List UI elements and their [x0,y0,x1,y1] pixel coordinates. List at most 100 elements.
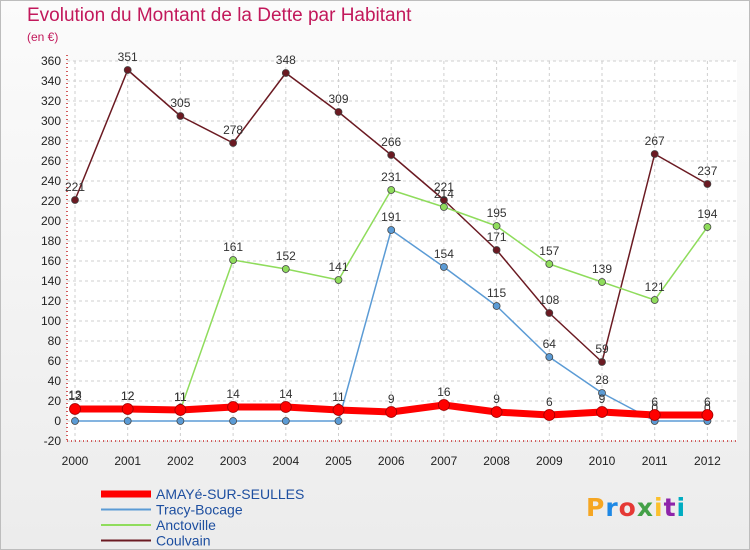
chart-subtitle: (en €) [27,30,59,44]
data-point [334,108,343,116]
data-point [492,222,501,230]
data-label: 11 [174,390,187,404]
data-label: 221 [434,180,454,194]
data-label: 115 [487,286,506,300]
data-label: 214 [434,187,454,201]
x-tick-label: 2009 [536,454,563,468]
legend-label: Coulvain [156,533,210,549]
data-point [545,260,554,268]
x-tick-label: 2012 [694,454,721,468]
data-label: 9 [493,392,500,406]
y-tick-label: 300 [41,114,61,128]
x-tick-label: 2002 [167,454,194,468]
data-label: 231 [381,170,401,184]
data-point [648,409,661,421]
proxiti-logo: Proxiti [586,493,687,522]
data-point [332,404,345,416]
data-point [598,358,606,366]
data-label: 221 [65,180,85,194]
y-tick-label: -20 [44,434,62,448]
x-tick-label: 2007 [431,454,458,468]
data-label: 121 [645,280,665,294]
data-point [123,66,132,74]
data-label: 12 [121,389,135,403]
data-point [334,417,343,425]
data-label: 6 [546,395,553,409]
data-label: 266 [381,135,401,149]
legend-label: AMAYé-SUR-SEULLES [156,486,304,502]
data-label: 9 [599,392,606,406]
data-label: 6 [651,395,658,409]
y-tick-label: 260 [41,154,61,168]
data-point [281,265,290,273]
x-tick-label: 2011 [642,454,668,468]
data-label: 6 [704,395,711,409]
data-point [279,401,292,413]
data-point [437,399,450,411]
data-point [439,263,448,271]
data-point [229,417,238,425]
data-point [596,406,608,418]
data-label: 139 [592,262,612,276]
data-label: 12 [68,389,82,403]
data-label: 351 [118,50,138,64]
data-point [281,417,290,425]
data-point [492,302,501,310]
y-tick-label: 20 [48,394,62,408]
data-point [174,404,187,416]
data-label: 59 [595,342,609,356]
data-label: 9 [388,392,395,406]
x-tick-label: 2004 [272,454,299,468]
data-point [229,256,238,264]
data-label: 28 [595,373,609,387]
data-label: 0 [704,401,711,415]
data-label: 161 [223,240,243,254]
chart-title: Evolution du Montant de la Dette par Hab… [27,5,412,26]
data-point [334,276,343,284]
data-label: 191 [381,210,401,224]
y-tick-label: 60 [48,354,62,368]
y-tick-label: 180 [41,234,61,248]
data-point [227,401,240,413]
data-label: 12 [121,389,135,403]
y-tick-label: 340 [41,74,61,88]
y-tick-label: 200 [41,214,61,228]
data-label: 267 [645,134,665,148]
data-point [385,406,398,418]
data-label: 0 [651,401,658,415]
data-point [387,226,396,234]
x-tick-label: 2010 [589,454,616,468]
data-point [71,417,79,425]
data-label: 141 [328,260,348,274]
data-label: 171 [487,230,507,244]
y-tick-label: 280 [41,134,61,148]
data-label: 11 [174,390,187,404]
data-label: 14 [279,387,293,401]
data-point [703,223,712,231]
y-tick-label: 160 [41,254,61,268]
data-point [492,246,501,254]
data-point [387,186,396,194]
data-point [598,389,606,397]
x-tick-label: 2000 [62,454,89,468]
data-point [123,417,132,425]
data-point [543,409,556,421]
x-tick-label: 2008 [483,454,510,468]
data-label: 152 [276,249,296,263]
data-point [650,296,659,304]
y-tick-label: 40 [48,374,62,388]
y-tick-label: 100 [41,314,61,328]
data-point [71,196,79,204]
plot-area [67,61,737,441]
y-tick-label: 240 [41,174,61,188]
data-label: 154 [434,247,454,261]
data-label: 348 [276,53,296,67]
data-label: 157 [539,244,559,258]
data-label: 64 [543,337,557,351]
data-label: 14 [226,387,240,401]
data-point [490,406,503,418]
data-point [545,309,554,317]
data-point [545,353,554,361]
